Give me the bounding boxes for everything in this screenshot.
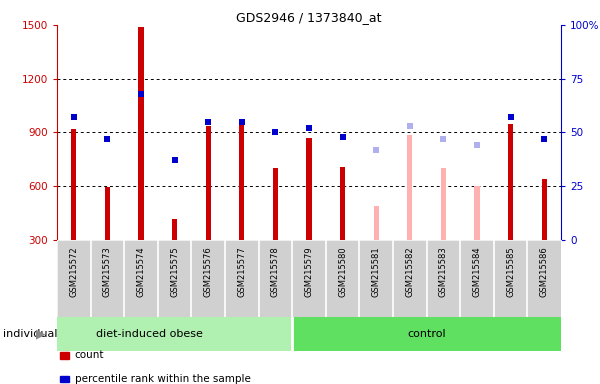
Bar <box>340 167 345 240</box>
Bar <box>508 124 513 240</box>
Text: GSM215580: GSM215580 <box>338 246 347 297</box>
Bar <box>407 135 412 240</box>
Text: GSM215585: GSM215585 <box>506 246 515 297</box>
Text: GSM215572: GSM215572 <box>70 246 78 297</box>
Text: GSM215574: GSM215574 <box>137 246 146 297</box>
Text: control: control <box>407 329 446 339</box>
Bar <box>374 206 379 240</box>
Text: GSM215584: GSM215584 <box>473 246 482 297</box>
Text: GSM215575: GSM215575 <box>170 246 179 297</box>
Title: GDS2946 / 1373840_at: GDS2946 / 1373840_at <box>236 11 382 24</box>
Text: percentile rank within the sample: percentile rank within the sample <box>74 374 251 384</box>
Text: diet-induced obese: diet-induced obese <box>96 329 203 339</box>
Bar <box>239 125 244 240</box>
Text: individual: individual <box>3 329 58 339</box>
Text: GSM215577: GSM215577 <box>238 246 247 297</box>
Text: GSM215576: GSM215576 <box>204 246 212 297</box>
Bar <box>542 179 547 240</box>
Text: GSM215573: GSM215573 <box>103 246 112 297</box>
Bar <box>172 219 177 240</box>
Text: ▶: ▶ <box>36 328 46 341</box>
Bar <box>475 186 479 240</box>
Bar <box>206 126 211 240</box>
Bar <box>441 168 446 240</box>
Text: count: count <box>74 350 104 360</box>
Bar <box>307 138 311 240</box>
Text: GSM215583: GSM215583 <box>439 246 448 297</box>
Text: GSM215586: GSM215586 <box>540 246 549 297</box>
Bar <box>105 187 110 240</box>
Bar <box>139 27 143 240</box>
Text: GSM215582: GSM215582 <box>406 246 415 297</box>
Bar <box>273 168 278 240</box>
Bar <box>57 317 292 351</box>
Text: GSM215579: GSM215579 <box>305 246 314 297</box>
Bar <box>71 129 76 240</box>
Text: GSM215581: GSM215581 <box>372 246 381 297</box>
Text: GSM215578: GSM215578 <box>271 246 280 297</box>
